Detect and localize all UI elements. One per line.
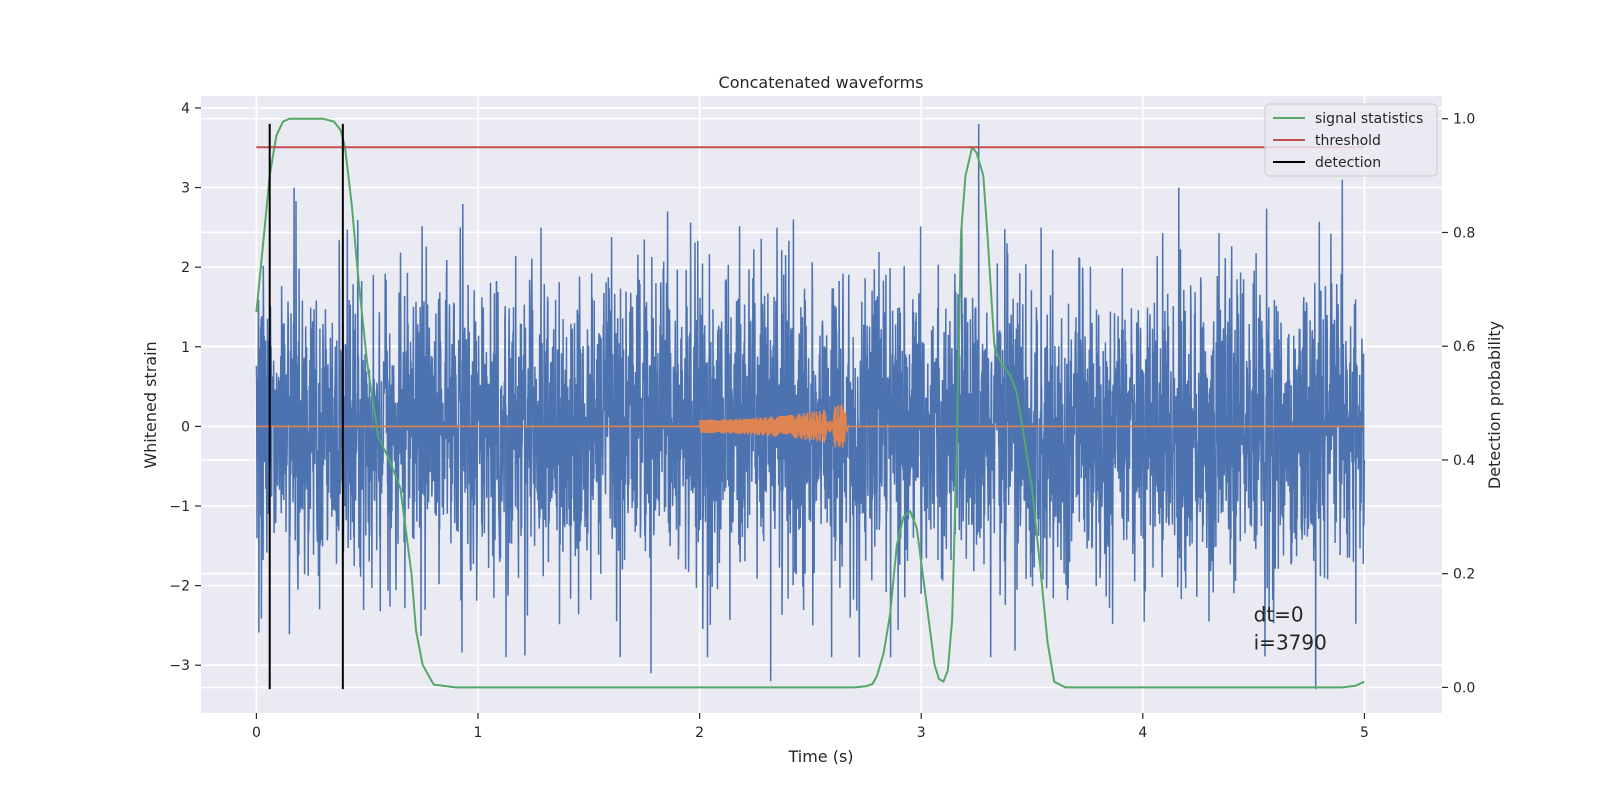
x-tick-label: 1 [474,725,483,741]
y2-axis-label: Detection probability [1485,321,1504,489]
x-tick-label: 0 [252,725,261,741]
x-tick-label: 5 [1360,725,1369,741]
y-tick-label: 3 [181,181,190,197]
y2-tick-label: 1.0 [1453,112,1475,128]
annotation-layer: dt=0 i=3790 [1254,602,1327,654]
y-tick-label: −2 [169,579,190,595]
y-tick-label: −1 [169,499,190,515]
chirp-line [256,403,1365,448]
y-tick-label: 1 [181,340,190,356]
y-axis-label: Whitened strain [141,341,160,468]
y-tick-label: 0 [181,419,190,435]
axes-layer: 0 1 2 3 4 5 4 3 2 1 0 −1 −2 −3 1.0 0.8 0.6 0.4 0.2 0.0 [169,101,1475,741]
series-1 [256,403,1365,448]
x-tick-label: 2 [695,725,704,741]
y2-tick-label: 0.6 [1453,339,1475,355]
annotation-text: dt=0 [1254,602,1304,626]
y-tick-label: 2 [181,260,190,276]
strain-line [255,123,1366,690]
series-2 [255,117,1365,689]
x-tick-label: 4 [1138,725,1147,741]
legend-label: signal statistics [1315,111,1423,127]
series-layer [255,117,1366,690]
legend-label: threshold [1315,133,1381,149]
signal-statistics-line [255,117,1365,689]
legend-box [1264,103,1438,177]
legend-label: detection [1315,155,1381,171]
y2-tick-label: 0.4 [1453,453,1475,469]
y-tick-label: −3 [169,658,190,674]
legend: signal statistics threshold detection [1264,103,1438,177]
annotation-text: i=3790 [1254,630,1327,654]
series-4 [268,123,344,690]
series-0 [255,123,1366,690]
y2-tick-label: 0.0 [1453,680,1475,696]
y-tick-label: 4 [181,101,190,117]
x-tick-label: 3 [917,725,926,741]
y2-tick-label: 0.8 [1453,225,1475,241]
y2-tick-label: 0.2 [1453,567,1475,583]
chart-title: Concatenated waveforms [719,73,924,92]
x-axis-label: Time (s) [787,747,853,766]
